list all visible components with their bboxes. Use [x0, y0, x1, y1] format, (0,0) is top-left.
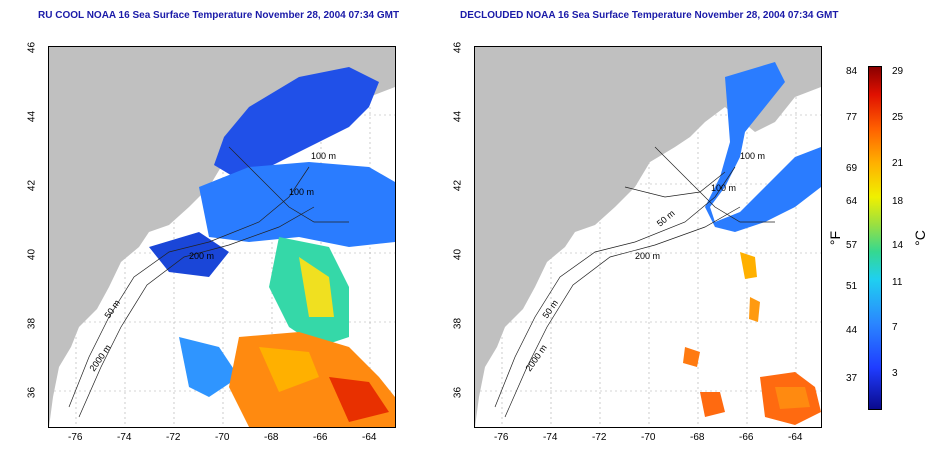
celsius-unit-label: °C	[911, 230, 928, 246]
f-tick: 51	[846, 281, 858, 292]
y-tick: 36	[452, 386, 464, 399]
warm-water-field	[229, 237, 395, 427]
f-tick: 69	[846, 163, 858, 174]
x-tick: -74	[543, 432, 558, 443]
x-tick: -76	[68, 432, 83, 443]
y-tick: 46	[452, 41, 464, 54]
right-map-title: DECLOUDED NOAA 16 Sea Surface Temperatur…	[460, 10, 839, 21]
y-tick: 46	[26, 41, 38, 54]
c-tick: 18	[892, 196, 904, 207]
c-tick: 11	[892, 277, 903, 288]
c-tick: 14	[892, 240, 904, 251]
cold-water-field	[705, 62, 821, 232]
x-tick: -76	[494, 432, 509, 443]
cold-water-field	[149, 67, 395, 397]
contour-label: 200 m	[635, 251, 660, 261]
y-tick: 44	[26, 110, 38, 123]
left-sst-map: 100 m 100 m 200 m 50 m 2000 m	[48, 46, 396, 428]
f-tick: 57	[846, 240, 858, 251]
x-tick: -68	[690, 432, 705, 443]
f-tick: 37	[846, 373, 858, 384]
c-tick: 21	[892, 158, 904, 169]
right-map-canvas: 100 m 100 m 50 m 200 m 50 m 2000 m	[475, 47, 821, 427]
x-tick: -66	[313, 432, 328, 443]
x-tick: -72	[592, 432, 607, 443]
x-tick: -70	[215, 432, 230, 443]
contour-label: 100 m	[289, 187, 314, 197]
y-tick: 44	[452, 110, 464, 123]
warm-water-field	[683, 252, 821, 425]
f-tick: 64	[846, 196, 858, 207]
left-map-title: RU COOL NOAA 16 Sea Surface Temperature …	[38, 10, 400, 21]
contour-label: 100 m	[311, 151, 336, 161]
contour-label: 100 m	[740, 151, 765, 161]
left-map-canvas: 100 m 100 m 200 m 50 m 2000 m	[49, 47, 395, 427]
c-tick: 29	[892, 66, 904, 77]
f-tick: 44	[846, 325, 858, 336]
bathymetry-contours	[68, 146, 349, 418]
f-tick: 84	[846, 66, 858, 77]
c-tick: 25	[892, 112, 904, 123]
y-tick: 36	[26, 386, 38, 399]
contour-label: 100 m	[711, 183, 736, 193]
y-tick: 42	[26, 179, 38, 192]
y-tick: 40	[452, 248, 464, 261]
y-tick: 38	[26, 317, 38, 330]
right-sst-map: 100 m 100 m 50 m 200 m 50 m 2000 m	[474, 46, 822, 428]
y-tick: 40	[26, 248, 38, 261]
bathymetry-contours	[494, 146, 775, 418]
c-tick: 3	[892, 368, 898, 379]
x-tick: -64	[362, 432, 377, 443]
contour-label: 200 m	[189, 251, 214, 261]
x-tick: -74	[117, 432, 132, 443]
c-tick: 7	[892, 322, 898, 333]
x-tick: -64	[788, 432, 803, 443]
contour-label: 50 m	[655, 208, 677, 229]
contour-label: 2000 m	[523, 343, 548, 373]
contour-label: 50 m	[540, 298, 560, 320]
y-tick: 38	[452, 317, 464, 330]
fahrenheit-unit-label: °F	[827, 230, 844, 246]
land-mass	[475, 47, 821, 427]
land-mass	[49, 47, 395, 427]
temperature-colorbar	[868, 66, 882, 410]
x-tick: -72	[166, 432, 181, 443]
x-tick: -66	[739, 432, 754, 443]
y-tick: 42	[452, 179, 464, 192]
x-tick: -70	[641, 432, 656, 443]
f-tick: 77	[846, 112, 858, 123]
x-tick: -68	[264, 432, 279, 443]
